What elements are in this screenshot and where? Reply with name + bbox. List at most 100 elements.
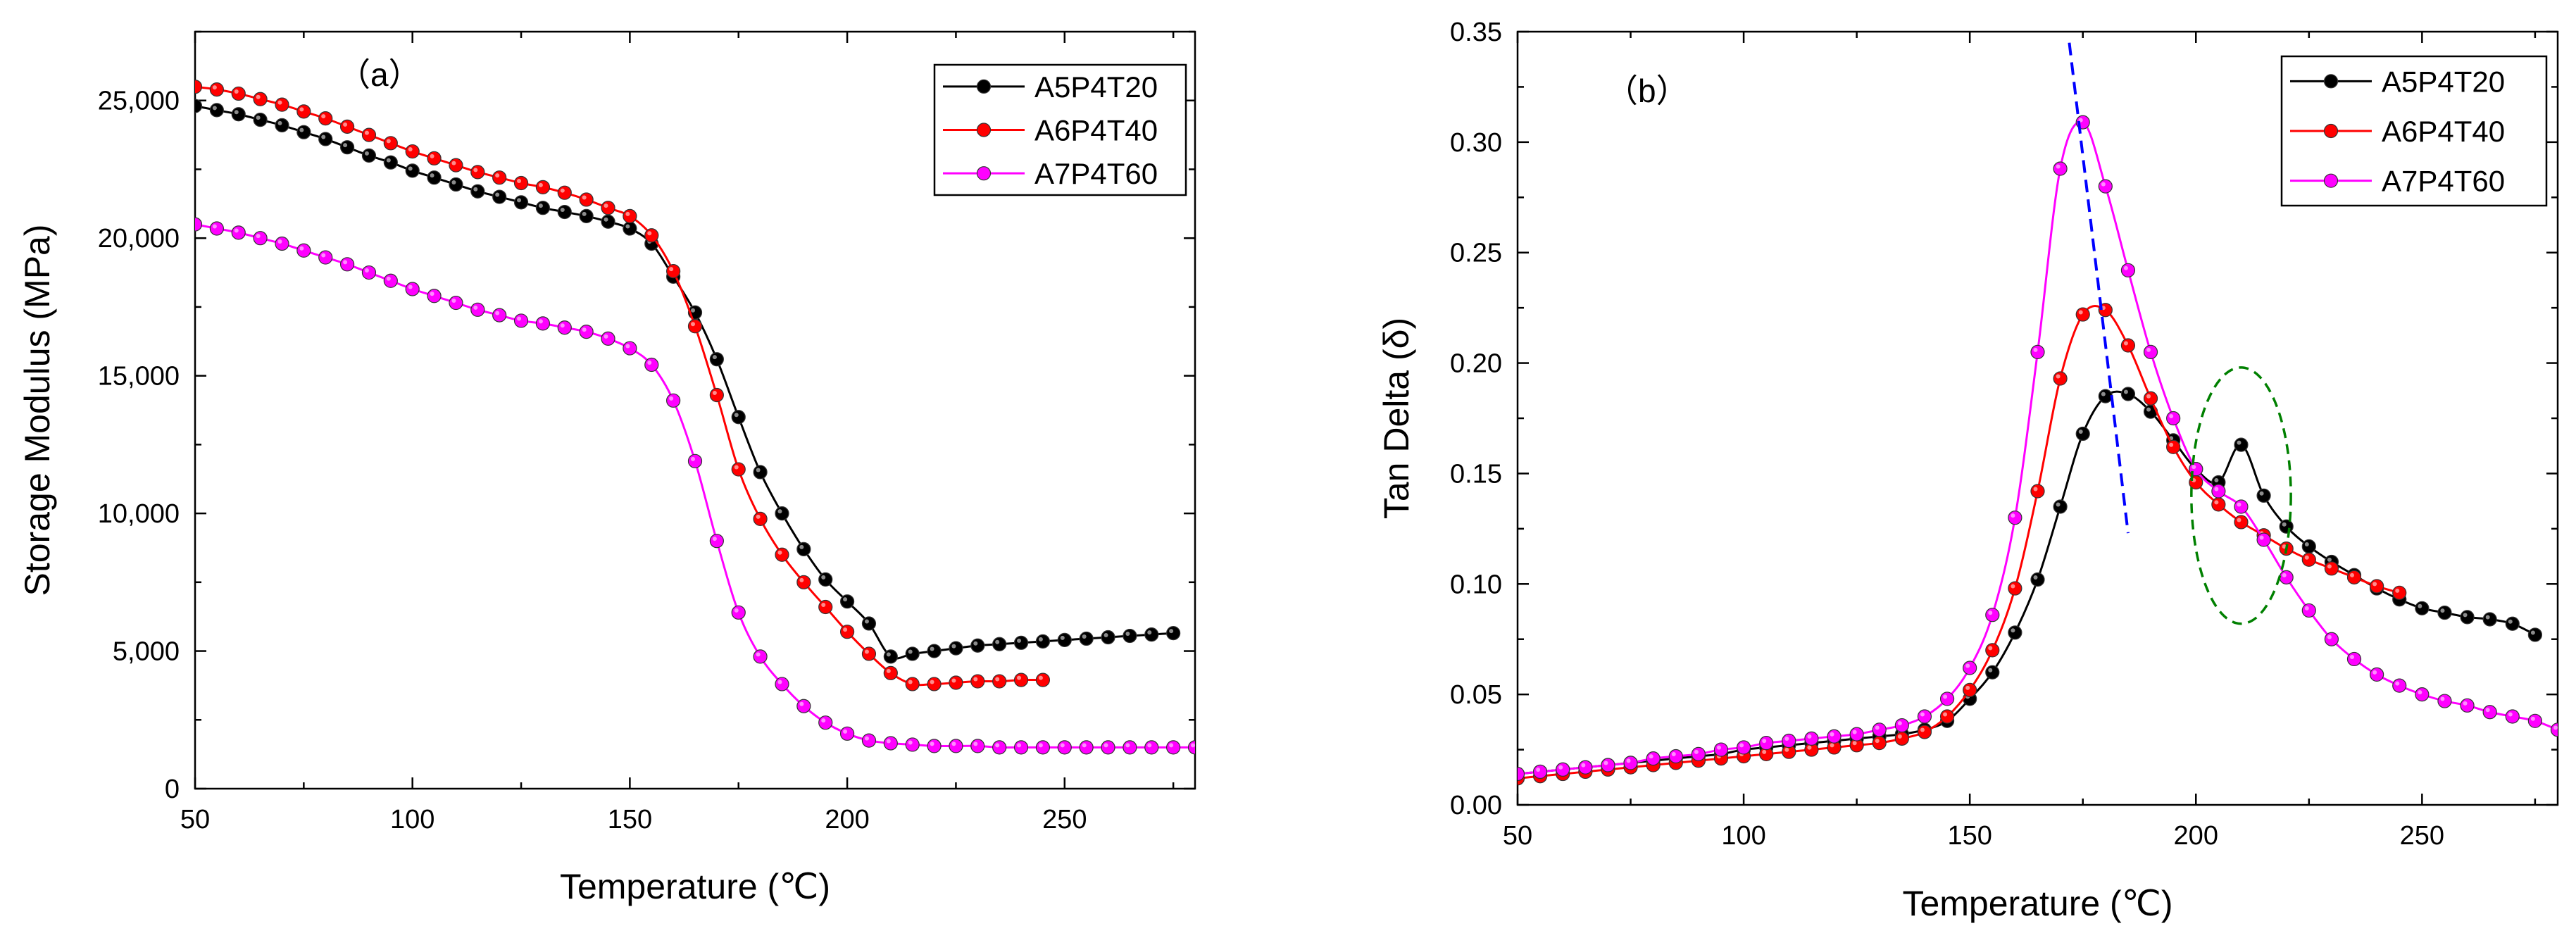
data-point-highlight [669,267,674,272]
data-point-highlight [582,327,587,332]
data-point-highlight [473,187,478,192]
data-point [2030,484,2045,499]
data-point-highlight [886,652,891,657]
data-point-highlight [2553,725,2558,730]
data-point-highlight [2123,341,2128,346]
data-point [339,140,355,155]
data-point-highlight [386,139,391,144]
data-point-highlight [712,537,717,542]
data-point-highlight [2011,628,2015,633]
data-point [339,119,355,134]
data-point-highlight [538,182,543,187]
data-point [883,649,898,664]
data-point [1057,740,1072,755]
data-point-highlight [1965,663,1970,668]
data-point [2370,667,2384,682]
data-point-highlight [256,234,261,239]
data-point [1556,762,1570,777]
data-point [1187,740,1195,755]
data-point [1827,729,1842,744]
data-point-highlight [843,627,848,632]
data-point [1601,758,1615,772]
data-point [623,221,637,236]
data-point-highlight [821,575,826,580]
data-point-highlight [1852,730,1857,734]
data-point-highlight [1147,743,1152,748]
series-A7P4T60 [195,217,1195,755]
data-point-highlight [756,468,761,472]
data-point [775,506,789,521]
data-point-highlight [2237,440,2242,445]
data-point-highlight [408,147,413,152]
data-point-highlight [299,107,304,112]
data-point [2256,488,2271,503]
data-point [2415,687,2430,702]
data-point [2075,426,2090,442]
data-point [470,302,485,317]
data-point-highlight [2530,630,2535,635]
data-point [361,265,377,280]
data-point [209,103,224,118]
data-point [1079,740,1094,755]
data-point-highlight [386,158,391,163]
data-point-highlight [517,316,522,321]
data-point [1985,643,2000,658]
data-point [1849,727,1864,741]
data-point [2234,515,2249,530]
data-point [1894,731,1909,746]
data-point-highlight [843,729,848,734]
data-point [1894,718,1909,733]
data-point-highlight [1875,739,1880,744]
data-point-highlight [1694,749,1699,754]
data-point [253,231,268,246]
data-point [2143,391,2158,406]
data-point-highlight [691,456,695,461]
legend: A5P4T20 A6P4T40 A7P4T60 [933,63,1187,196]
data-point [1759,736,1774,751]
data-point [601,331,615,346]
data-point-highlight [560,188,565,193]
data-point [449,295,463,311]
data-point [1035,740,1051,755]
data-point [2053,371,2068,386]
data-point-highlight [451,180,456,184]
data-point [666,393,681,408]
data-point [2211,484,2226,499]
data-point [601,201,615,215]
data-point [709,387,724,403]
y-tick-label: 10,000 [98,499,180,529]
data-point [1013,635,1029,650]
data-point-highlight [343,143,348,148]
data-point [623,208,637,224]
y-tick-label: 0.35 [1450,18,1502,47]
data-point-highlight [234,89,239,94]
data-point-highlight [495,311,500,315]
x-axis-title: Temperature (℃) [1902,884,2172,923]
data-point-highlight [2485,708,2490,713]
data-point-highlight [1920,712,1925,717]
data-point [949,739,963,753]
data-point [927,677,942,691]
data-point [579,208,594,224]
data-point-highlight [777,509,782,514]
data-point [1123,628,1137,644]
data-point-highlight [2282,522,2287,527]
series-line [195,223,1195,749]
data-point-highlight [1988,668,1993,672]
chart-panel-a: 50 100 150 200 250 0 5,000 10,000 15,000 20,000 25… [18,30,1196,906]
data-point [296,125,311,139]
data-point [731,410,746,425]
data-point-highlight [2463,701,2468,706]
data-point-highlight [1147,630,1152,635]
data-point [970,638,985,653]
data-point [2256,532,2271,547]
data-point [557,204,572,220]
data-point [2482,705,2497,720]
data-point [644,357,659,373]
data-point-highlight [451,299,456,303]
data-point [1013,740,1029,755]
data-point [405,163,420,178]
data-point [2324,561,2339,576]
data-point [2098,179,2113,194]
data-point [2166,439,2181,454]
